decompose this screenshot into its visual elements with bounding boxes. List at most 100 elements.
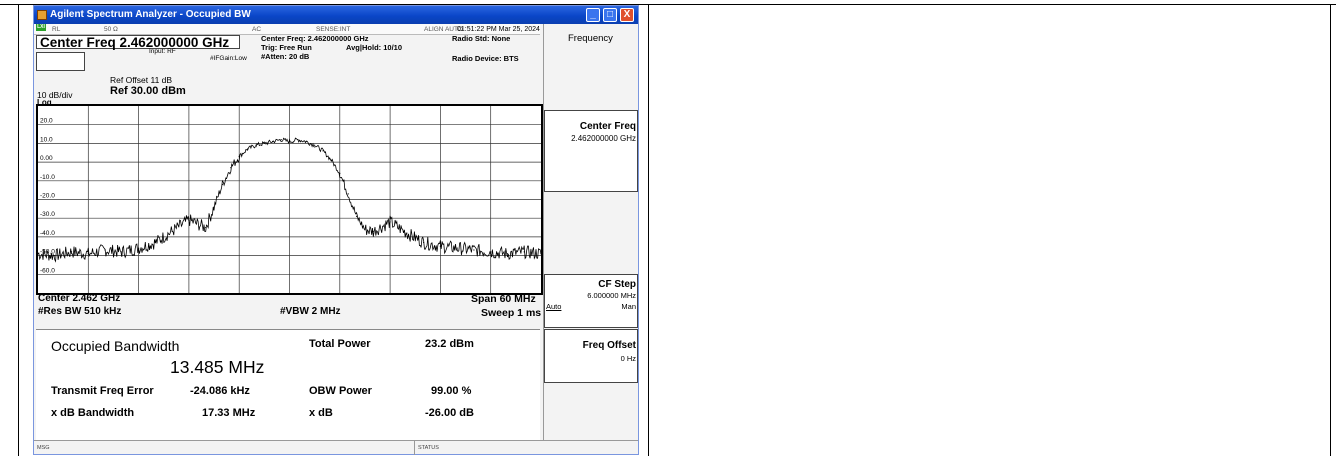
- window-title: Agilent Spectrum Analyzer - Occupied BW: [50, 9, 251, 20]
- status-rl: RL: [52, 26, 61, 33]
- table-border-left: [18, 4, 19, 456]
- lxi-badge: LXI: [36, 24, 46, 31]
- status-impedance: 50 Ω: [104, 26, 118, 33]
- trace-point: [37, 253, 39, 255]
- table-border-top: [0, 4, 1336, 5]
- trace-point: [205, 226, 207, 229]
- status-sense: SENSE:INT: [316, 26, 351, 33]
- trace-point: [423, 241, 425, 244]
- y-tick-label: 0.00: [40, 155, 53, 162]
- spectrum-chart: 20.010.00.00-10.0-20.0-30.0-40.0-50.0-60…: [37, 106, 542, 293]
- trace-point: [305, 140, 307, 143]
- obw-label: Occupied Bandwidth: [51, 338, 180, 354]
- msg-label: MSG: [37, 445, 50, 451]
- trace-point: [330, 159, 333, 161]
- trace-point: [406, 232, 408, 234]
- input-label: Input: RF: [149, 48, 176, 55]
- status-bar: LXI RL 50 Ω AC SENSE:INT ALIGN AUTO 01:5…: [34, 24, 540, 35]
- spectrum-plot[interactable]: 20.0 10.0 0.00 -10.0 -20.0 -30.0 -40.0 -50.0 -60…: [36, 104, 543, 295]
- center-freq-softkey[interactable]: Center Freq 2.462000000 GHz: [544, 110, 638, 192]
- trace-point: [473, 249, 475, 251]
- close-button[interactable]: X: [620, 8, 634, 22]
- ref-level: Ref 30.00 dBm: [110, 85, 186, 97]
- trace-point: [372, 230, 374, 232]
- trace-point: [238, 155, 240, 158]
- trace-point: [138, 247, 140, 249]
- app-icon: [37, 10, 47, 20]
- softkey-panel: Frequency Center Freq 2.462000000 GHz CF…: [543, 24, 638, 440]
- center-freq-softkey-value: 2.462000000 GHz: [571, 134, 636, 143]
- trigger-label: Trig: Free Run: [261, 43, 312, 52]
- cf-step-auto[interactable]: Auto: [546, 302, 562, 311]
- obw-power-value: 99.00 %: [431, 385, 472, 397]
- freq-offset-label: Freq Offset: [582, 340, 636, 351]
- cf-step-softkey[interactable]: CF Step 6.000000 MHz Auto Man: [544, 274, 638, 328]
- center-freq-footer: Center 2.462 GHz: [38, 293, 121, 304]
- tfe-label: Transmit Freq Error: [51, 385, 154, 397]
- status-align: ALIGN AUTO: [424, 26, 463, 33]
- status-coupling: AC: [252, 26, 262, 33]
- trace-point: [506, 253, 509, 255]
- span-footer: Span 60 MHz: [471, 293, 536, 305]
- trace-point: [188, 219, 190, 221]
- trace-point: [490, 251, 492, 253]
- trace-point: [54, 255, 56, 257]
- status-datetime: 01:51:22 PM Mar 25, 2024: [457, 26, 540, 33]
- log-scale-label: Log: [37, 98, 52, 107]
- total-power-label: Total Power: [309, 338, 371, 350]
- xdb-label: x dB: [309, 407, 333, 419]
- cf-step-man[interactable]: Man: [621, 302, 636, 311]
- y-tick-label: 10.0: [40, 136, 53, 143]
- trace-point: [255, 144, 257, 146]
- y-tick-label: -20.0: [40, 193, 55, 200]
- trace-point: [389, 221, 391, 223]
- trace-point: [213, 206, 215, 208]
- xdb-value: -26.00 dB: [425, 407, 474, 419]
- trace-point: [154, 241, 156, 244]
- table-border-right: [1330, 4, 1331, 456]
- y-tick-label: -60.0: [40, 267, 55, 274]
- window-titlebar[interactable]: Agilent Spectrum Analyzer - Occupied BW …: [34, 6, 638, 24]
- trace-point: [322, 150, 324, 152]
- maximize-button[interactable]: □: [603, 8, 617, 22]
- trace-point: [171, 230, 173, 232]
- y-tick-label: -30.0: [40, 211, 55, 218]
- y-tick-label: -10.0: [40, 174, 55, 181]
- radio-std-label: Radio Std: None: [452, 34, 511, 43]
- trace-point: [70, 251, 73, 253]
- cf-step-value: 6.000000 MHz: [587, 291, 636, 300]
- trace-point: [523, 251, 525, 253]
- y-tick-label: 20.0: [40, 118, 53, 125]
- trace-point: [456, 247, 458, 249]
- analyzer-window: Agilent Spectrum Analyzer - Occupied BW …: [33, 5, 639, 455]
- atten-label: #Atten: 20 dB: [261, 52, 310, 61]
- trace-point: [272, 140, 274, 143]
- trace-point: [288, 140, 291, 143]
- minimize-button[interactable]: _: [586, 8, 600, 22]
- freq-offset-softkey[interactable]: Freq Offset 0 Hz: [544, 329, 638, 383]
- vbw-footer: #VBW 2 MHz: [280, 306, 341, 317]
- trace-point: [263, 142, 265, 144]
- center-freq-readout: Center Freq: 2.462000000 GHz: [261, 34, 369, 43]
- res-bw-footer: #Res BW 510 kHz: [38, 306, 122, 317]
- trace-point: [87, 253, 89, 255]
- trace-point: [297, 139, 299, 141]
- y-tick-label: -40.0: [40, 230, 55, 237]
- trace-point: [221, 183, 224, 186]
- softkey-menu-header: Frequency: [544, 24, 638, 94]
- ref-offset: Ref Offset 11 dB: [110, 75, 173, 85]
- center-freq-field[interactable]: Center Freq 2.462000000 GHz: [36, 35, 240, 50]
- ifgain-label: #IFGain:Low: [210, 55, 247, 62]
- trace-point: [339, 172, 341, 174]
- entry-box[interactable]: [36, 52, 85, 71]
- trace-point: [347, 193, 349, 195]
- message-bar: MSG STATUS: [34, 440, 638, 455]
- trace-point: [121, 251, 123, 253]
- tfe-value: -24.086 kHz: [190, 385, 250, 397]
- cf-step-label: CF Step: [598, 279, 636, 290]
- trace-point: [104, 249, 106, 251]
- trace-point: [355, 215, 358, 217]
- menu-title: Frequency: [568, 33, 613, 44]
- radio-device-label: Radio Device: BTS: [452, 54, 519, 63]
